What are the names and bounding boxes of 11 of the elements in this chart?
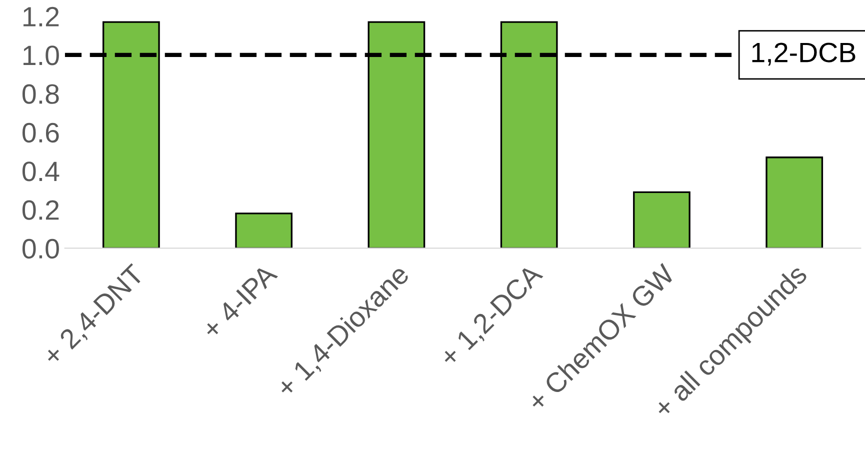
y-tick-label: 1.2	[24, 6, 59, 26]
text: 0.0	[22, 238, 59, 259]
ref-line-label: 1,2-DCB	[752, 42, 856, 66]
bar	[633, 191, 690, 248]
y-tick-label: 0.4	[22, 162, 60, 182]
y-tick-label: 0.2	[22, 200, 59, 220]
y-tick-label: 0.8	[22, 84, 59, 104]
bar	[235, 212, 293, 248]
y-tick-label: 0.6	[22, 122, 59, 143]
bar	[766, 156, 824, 248]
text: 1.0	[24, 46, 59, 66]
